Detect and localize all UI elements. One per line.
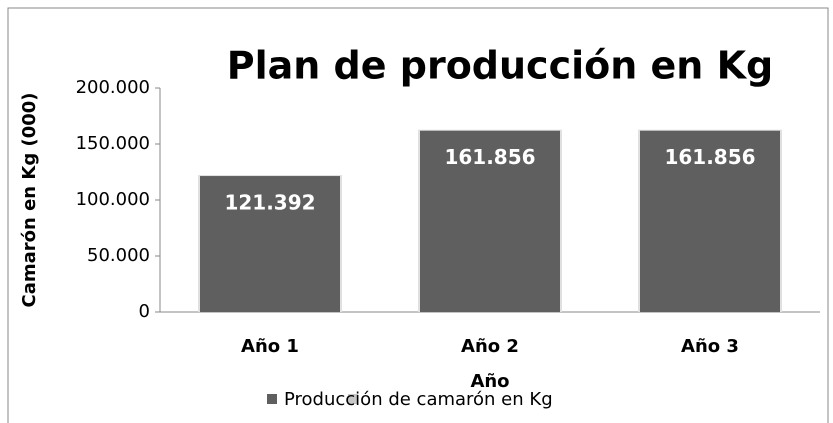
bar [640, 130, 780, 312]
legend-swatch [267, 394, 277, 404]
bar [420, 130, 560, 312]
data-label: 161.856 [664, 145, 755, 169]
x-axis-label: Año [470, 371, 509, 392]
chart-title: Plan de producción en Kg [227, 44, 773, 88]
y-tick-label: 100.000 [76, 189, 150, 210]
y-tick-label: 150.000 [76, 133, 150, 154]
x-tick-label: Año 1 [241, 336, 299, 357]
legend-swatch [348, 394, 358, 404]
x-tick-label: Año 2 [461, 336, 519, 357]
x-tick-label: Año 3 [681, 336, 739, 357]
bar [200, 176, 340, 312]
y-tick-label: 200.000 [76, 77, 150, 98]
y-tick-label: 0 [139, 301, 150, 322]
frame [7, 7, 829, 423]
y-tick-label: 50.000 [87, 245, 150, 266]
data-label: 121.392 [224, 191, 315, 215]
y-axis-label: Camarón en Kg (000) [19, 93, 40, 308]
legend-label: Producción de camarón en Kg [284, 389, 553, 410]
data-label: 161.856 [444, 145, 535, 169]
